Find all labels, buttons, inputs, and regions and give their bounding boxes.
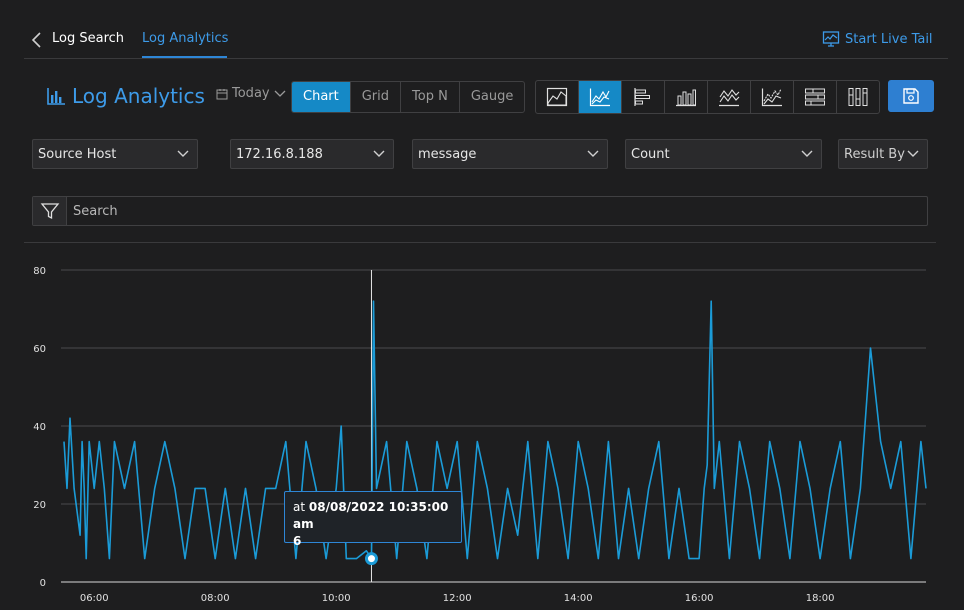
group-field-value: Source Host (38, 146, 117, 162)
hover-point (364, 552, 378, 566)
x-tick-label: 08:00 (201, 593, 230, 604)
area-chart-button[interactable] (536, 81, 579, 113)
back-button[interactable] (26, 29, 48, 51)
multi-line-icon (761, 88, 782, 107)
y-tick-label: 80 (33, 266, 46, 277)
chevron-down-icon (274, 90, 286, 97)
aggregation-value: Count (631, 146, 670, 162)
line-chart-icon (589, 88, 610, 107)
page-title-text: Log Analytics (72, 84, 205, 108)
series-line[interactable] (63, 300, 927, 560)
x-axis-ticks: 06:00 08:00 10:00 12:00 14:00 16:00 18:00 (80, 593, 835, 604)
group-value-value: 172.16.8.188 (236, 146, 323, 162)
aggregation-select[interactable]: Count (625, 139, 822, 169)
tooltip-value: 6 (293, 534, 302, 548)
stacked-column-button[interactable] (837, 81, 879, 113)
chevron-left-icon (31, 32, 41, 48)
line-chart-button[interactable] (579, 81, 622, 113)
live-monitor-icon (822, 31, 840, 47)
bar-chart-icon (47, 88, 65, 105)
page-title: Log Analytics (46, 84, 205, 108)
result-by-select[interactable]: Result By (838, 139, 928, 169)
chart-grid (61, 269, 926, 583)
x-tick-label: 06:00 (80, 593, 109, 604)
column-chart-button[interactable] (665, 81, 708, 113)
active-tab-underline (142, 56, 227, 58)
column-chart-icon (676, 89, 696, 107)
log-count-line-chart: 0 20 40 60 80 06:00 08:00 10:00 12:00 14:00 16:00… (33, 266, 927, 604)
y-tick-label: 40 (33, 422, 46, 433)
stacked-bar-icon (805, 88, 825, 106)
horizontal-bar-button[interactable] (622, 81, 665, 113)
horizontal-bar-icon (634, 88, 650, 106)
calendar-icon (216, 88, 228, 99)
multi-line-button[interactable] (751, 81, 794, 113)
filter-icon (40, 203, 59, 220)
tab-grid[interactable]: Grid (351, 82, 402, 112)
result-by-value: Result By (844, 146, 905, 162)
y-axis-ticks: 0 20 40 60 80 (33, 266, 46, 589)
stacked-column-icon (848, 88, 868, 106)
date-range-label: Today (232, 86, 270, 101)
section-divider (24, 242, 936, 243)
save-button[interactable] (888, 80, 934, 112)
x-tick-label: 16:00 (685, 593, 714, 604)
x-tick-label: 14:00 (564, 593, 593, 604)
field-value: message (418, 146, 477, 162)
tab-chart[interactable]: Chart (292, 82, 351, 112)
chart-tooltip: at 08/08/2022 10:35:00 am 6 (284, 491, 462, 548)
date-range-picker[interactable]: Today (216, 86, 286, 101)
stacked-bar-button[interactable] (794, 81, 837, 113)
search-bar (32, 196, 928, 226)
filter-button[interactable] (33, 197, 67, 225)
x-tick-label: 12:00 (443, 593, 472, 604)
breadcrumb-log-analytics[interactable]: Log Analytics (142, 31, 229, 46)
save-icon (903, 88, 919, 104)
group-field-select[interactable]: Source Host (32, 139, 198, 169)
area-chart-icon (546, 87, 568, 107)
group-value-select[interactable]: 172.16.8.188 (230, 139, 394, 169)
chevron-down-icon (587, 150, 599, 157)
chevron-down-icon (373, 150, 385, 157)
chevron-down-icon (907, 150, 919, 157)
breadcrumb-log-search[interactable]: Log Search (52, 31, 125, 46)
chart-type-selector (535, 80, 880, 114)
stacked-area-button[interactable] (708, 81, 751, 113)
tab-gauge[interactable]: Gauge (470, 89, 514, 104)
y-tick-label: 20 (33, 500, 46, 511)
y-tick-label: 60 (33, 344, 46, 355)
live-tail-label: Start Live Tail (845, 31, 933, 47)
tooltip-timestamp: 08/08/2022 10:35:00 am (293, 500, 449, 531)
tooltip-prefix: at (293, 500, 306, 514)
start-live-tail-button[interactable]: Start Live Tail (822, 29, 933, 49)
view-tabs: Chart Grid Top N Gauge (291, 81, 526, 113)
tab-top-n[interactable]: Top N (401, 82, 460, 112)
stacked-area-icon (719, 89, 740, 107)
chevron-down-icon (801, 150, 813, 157)
y-tick-label: 0 (40, 578, 46, 589)
x-tick-label: 10:00 (322, 593, 351, 604)
nav-divider (24, 58, 948, 59)
field-select[interactable]: message (412, 139, 608, 169)
chevron-down-icon (177, 150, 189, 157)
search-input[interactable] (73, 197, 913, 225)
x-tick-label: 18:00 (806, 593, 835, 604)
